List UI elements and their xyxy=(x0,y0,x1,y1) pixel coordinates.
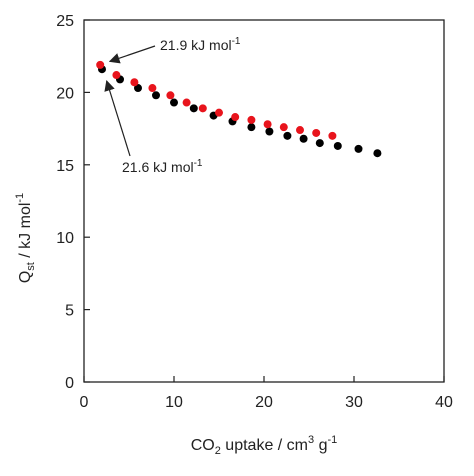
y-tick-label: 5 xyxy=(65,303,74,320)
y-tick-label: 25 xyxy=(56,13,74,30)
red-series-point xyxy=(182,98,191,107)
black-series-point xyxy=(170,98,178,107)
y-tick-label: 20 xyxy=(56,85,74,102)
plot-area xyxy=(83,19,445,383)
red-series-point xyxy=(148,84,157,93)
y-tick-label: 10 xyxy=(56,230,74,247)
annotation-black-arrow xyxy=(104,79,131,157)
red-series-point xyxy=(231,113,240,122)
x-axis-label: CO2 uptake / cm3 g-1 xyxy=(191,434,338,457)
tick-labels: 0 10 20 30 40 0 5 10 15 20 25 xyxy=(56,13,453,411)
y-tick-label: 0 xyxy=(65,375,74,392)
black-series-point xyxy=(299,134,308,143)
black-series-point xyxy=(247,123,256,132)
black-series-point xyxy=(315,139,324,148)
red-series-point xyxy=(247,115,256,124)
red-series-point xyxy=(112,71,121,80)
x-tick-label: 20 xyxy=(255,394,273,411)
x-tick-label: 40 xyxy=(435,394,453,411)
red-series-point xyxy=(96,60,105,69)
annotations: 21.9 kJ mol-1 21.6 kJ mol-1 xyxy=(104,36,241,175)
red-series-point xyxy=(198,104,207,113)
axis-ticks xyxy=(83,19,445,383)
black-series-point xyxy=(373,149,382,158)
red-series-point xyxy=(279,123,288,132)
black-series-point xyxy=(152,91,160,100)
black-series-point xyxy=(134,84,142,93)
plot-frame xyxy=(83,19,445,383)
annotation-red-arrow xyxy=(108,45,156,64)
black-series-point xyxy=(333,141,342,150)
x-tick-label: 10 xyxy=(165,394,183,411)
data-points xyxy=(96,60,382,158)
red-series-point xyxy=(296,126,304,135)
black-series-point xyxy=(283,131,292,140)
x-tick-label: 0 xyxy=(80,394,89,411)
annotation-black-label: 21.6 kJ mol-1 xyxy=(122,158,203,175)
black-series-point xyxy=(354,144,363,153)
annotation-red-label: 21.9 kJ mol-1 xyxy=(160,36,241,53)
x-tick-label: 30 xyxy=(345,394,363,411)
y-axis-label: Qst / kJ mol-1 xyxy=(14,193,37,283)
black-series-point xyxy=(189,104,198,113)
red-series-point xyxy=(263,120,272,129)
red-series-point xyxy=(328,131,337,140)
red-series-point xyxy=(130,78,139,87)
y-tick-label: 15 xyxy=(56,158,74,175)
red-series-point xyxy=(166,91,175,100)
red-series-point xyxy=(215,108,223,117)
red-series-point xyxy=(312,128,321,137)
black-series-point xyxy=(265,127,274,136)
